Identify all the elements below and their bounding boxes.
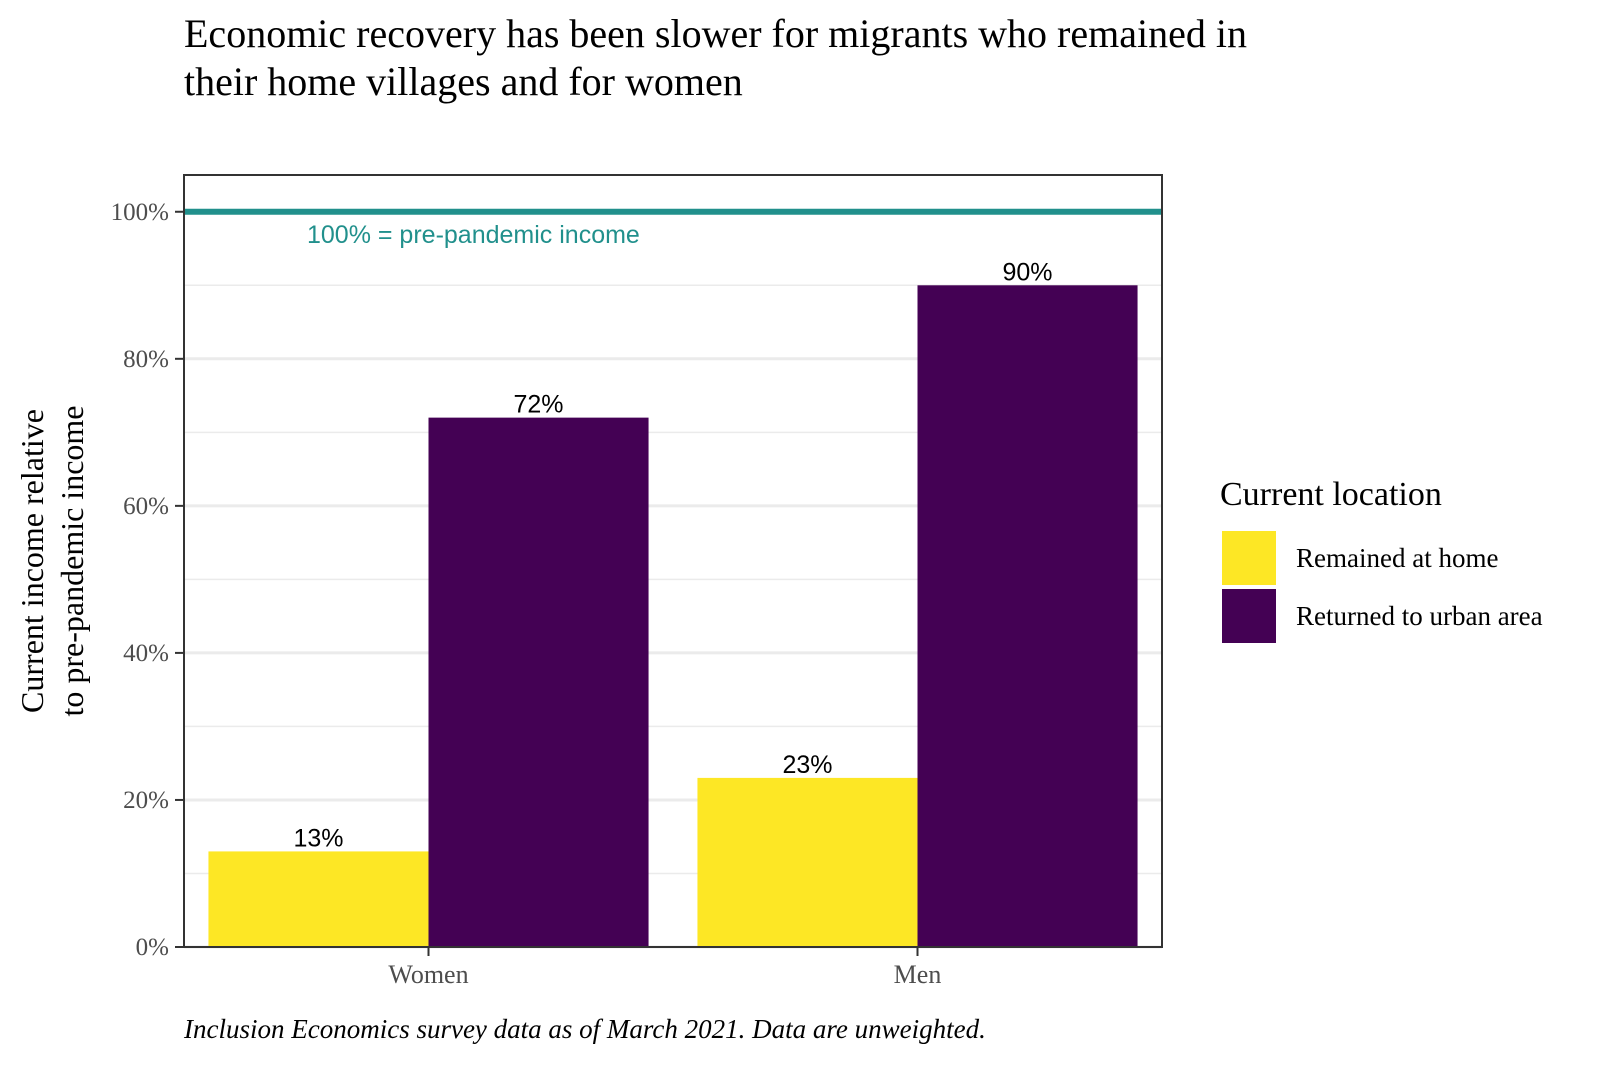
y-tick-label: 40% bbox=[123, 640, 169, 667]
x-tick-label: Women bbox=[388, 960, 468, 989]
bar-value-label: 72% bbox=[514, 391, 564, 419]
chart-caption: Inclusion Economics survey data as of Ma… bbox=[184, 1014, 986, 1044]
chart-title: Economic recovery has been slower for mi… bbox=[184, 11, 1247, 104]
legend-label: Remained at home bbox=[1296, 543, 1498, 573]
legend: Remained at home Returned to urban area bbox=[1222, 531, 1543, 643]
bar-remained-at-home-women bbox=[208, 851, 429, 947]
bar-returned-to-urban-area-women bbox=[428, 417, 649, 948]
plot-frame bbox=[183, 174, 1163, 948]
y-tick-label: 0% bbox=[136, 934, 169, 961]
bar-returned-to-urban-area-men bbox=[917, 285, 1138, 947]
y-axis-label-line-1: Current income relative bbox=[14, 409, 50, 713]
y-tick-label: 60% bbox=[123, 493, 169, 520]
legend-key-returned-to-urban-area bbox=[1222, 589, 1276, 643]
legend-title: Current location bbox=[1220, 476, 1442, 513]
y-tick-label: 20% bbox=[123, 787, 169, 814]
bar-value-label: 90% bbox=[1003, 258, 1053, 286]
bar-value-label: 13% bbox=[293, 824, 343, 852]
axes: 0% 20% 40% 60% 80% 100% Women Men bbox=[111, 199, 942, 989]
bars: 13% 23% 72% 90% bbox=[208, 258, 1138, 948]
legend-key-remained-at-home bbox=[1222, 531, 1276, 585]
y-tick-label: 100% bbox=[111, 199, 169, 226]
legend-label: Returned to urban area bbox=[1296, 601, 1543, 631]
y-axis-label-line-2: to pre-pandemic income bbox=[54, 406, 90, 717]
x-tick-label: Men bbox=[894, 960, 942, 989]
bar-value-label: 23% bbox=[782, 751, 832, 779]
y-tick-label: 80% bbox=[123, 346, 169, 373]
bar-remained-at-home-men bbox=[697, 777, 918, 947]
reference-line-label: 100% = pre-pandemic income bbox=[307, 221, 640, 249]
